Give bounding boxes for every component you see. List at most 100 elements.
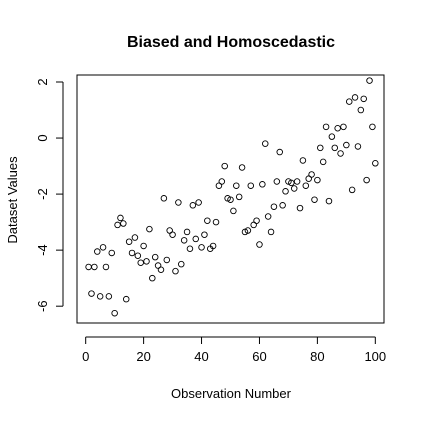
data-point xyxy=(262,140,269,147)
data-point xyxy=(267,228,275,236)
data-point xyxy=(230,207,237,215)
data-point xyxy=(88,290,95,297)
data-point xyxy=(151,253,159,261)
data-point xyxy=(369,123,376,131)
data-point xyxy=(212,218,220,226)
data-point xyxy=(131,234,139,241)
data-point xyxy=(94,248,101,255)
data-point xyxy=(189,202,197,209)
data-point xyxy=(102,263,110,271)
data-point xyxy=(360,95,367,103)
y-tick-label: -4 xyxy=(35,244,50,256)
y-axis-label: Dataset Values xyxy=(5,156,20,244)
data-point xyxy=(169,231,176,238)
data-point xyxy=(288,179,295,187)
data-point xyxy=(282,188,289,195)
data-point xyxy=(218,178,226,185)
data-point xyxy=(195,199,202,206)
data-point xyxy=(125,238,133,245)
x-tick-label: 60 xyxy=(252,349,266,364)
data-point xyxy=(180,237,188,244)
data-point xyxy=(372,160,379,167)
data-point xyxy=(357,106,365,114)
data-point xyxy=(111,309,118,317)
data-point xyxy=(325,197,333,205)
data-point xyxy=(308,171,315,178)
data-point xyxy=(235,193,243,201)
data-point xyxy=(299,157,307,164)
data-point xyxy=(256,241,263,248)
x-tick-label: 20 xyxy=(136,349,150,364)
data-point xyxy=(238,164,246,171)
data-point xyxy=(351,94,359,101)
x-axis: 0 20 40 60 80 100 xyxy=(82,336,386,364)
data-point xyxy=(178,260,185,268)
data-point xyxy=(85,263,92,271)
data-point xyxy=(146,225,153,233)
x-tick-label: 40 xyxy=(194,349,208,364)
data-points xyxy=(85,77,379,317)
data-point xyxy=(328,133,336,140)
data-point xyxy=(366,77,373,84)
x-tick-label: 100 xyxy=(364,349,386,364)
data-point xyxy=(227,196,234,203)
data-point xyxy=(134,252,142,259)
data-point xyxy=(201,231,208,238)
data-point xyxy=(247,182,255,189)
data-point xyxy=(175,199,182,206)
y-tick-label: -6 xyxy=(35,300,50,312)
data-point xyxy=(209,242,217,250)
data-point xyxy=(302,182,310,189)
data-point xyxy=(122,295,130,303)
data-point xyxy=(311,196,318,203)
data-point xyxy=(296,204,304,212)
data-point xyxy=(270,203,278,210)
plot-frame xyxy=(76,74,385,324)
data-point xyxy=(163,256,171,264)
data-point xyxy=(293,178,301,185)
data-point xyxy=(319,158,327,166)
data-point xyxy=(99,244,107,251)
data-point xyxy=(279,202,286,209)
data-point xyxy=(363,176,370,184)
data-point xyxy=(172,267,179,275)
data-point xyxy=(204,217,211,224)
data-point xyxy=(314,176,321,184)
data-point xyxy=(233,182,240,189)
data-point xyxy=(128,249,136,257)
data-point xyxy=(140,242,147,250)
data-point xyxy=(183,228,191,236)
data-point xyxy=(221,162,228,170)
data-point xyxy=(273,178,281,185)
data-point xyxy=(198,244,205,251)
data-point xyxy=(290,185,298,192)
data-point xyxy=(114,221,121,229)
data-point xyxy=(276,148,283,156)
data-point xyxy=(322,123,330,131)
data-point xyxy=(91,263,98,271)
data-point xyxy=(96,293,104,300)
data-point xyxy=(120,220,127,227)
data-point xyxy=(143,258,150,265)
x-axis-label: Observation Number xyxy=(171,386,292,401)
data-point xyxy=(160,195,168,202)
data-point xyxy=(259,181,266,188)
data-point xyxy=(244,227,252,234)
x-tick-label: 0 xyxy=(82,349,89,364)
y-tick-label: -2 xyxy=(35,188,50,200)
x-tick-label: 80 xyxy=(310,349,324,364)
data-point xyxy=(343,141,350,149)
data-point xyxy=(117,214,124,222)
data-point xyxy=(137,259,144,267)
data-point xyxy=(192,235,199,243)
data-point xyxy=(108,249,116,257)
chart-title: Biased and Homoscedastic xyxy=(127,34,335,51)
data-point xyxy=(348,186,356,194)
data-point xyxy=(149,274,156,282)
y-axis: -6 -4 -2 0 2 xyxy=(35,78,64,312)
data-point xyxy=(331,144,339,152)
y-tick-label: 0 xyxy=(35,134,50,141)
data-point xyxy=(253,217,260,224)
data-point xyxy=(186,245,194,252)
